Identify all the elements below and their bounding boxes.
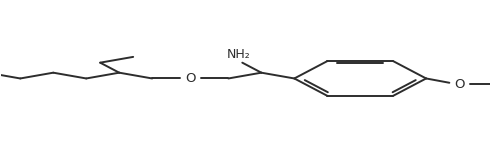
Text: NH₂: NH₂ (226, 48, 250, 61)
Text: O: O (454, 78, 464, 91)
Text: O: O (185, 72, 195, 85)
